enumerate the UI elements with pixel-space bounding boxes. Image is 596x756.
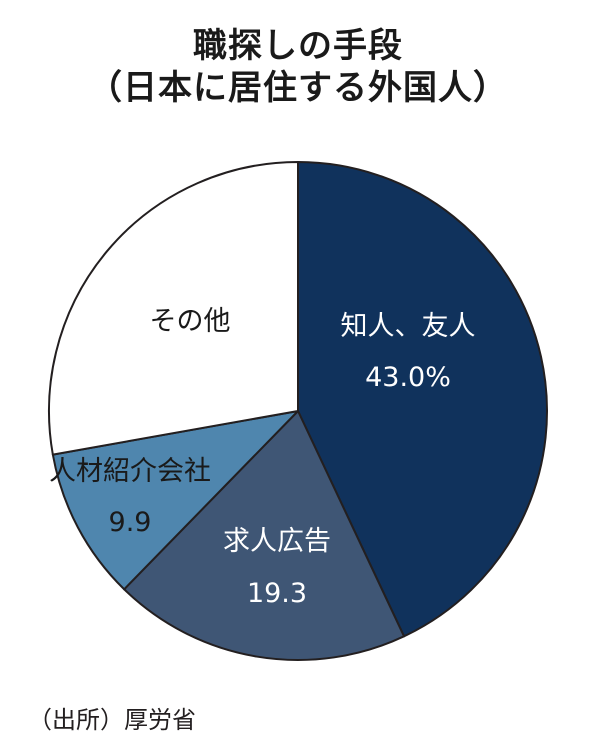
slice-value-label: 43.0% bbox=[365, 362, 451, 393]
chart-title-line2: （日本に居住する外国人） bbox=[88, 68, 508, 108]
slice-value-label: 9.9 bbox=[109, 507, 152, 538]
slice-label: 人材紹介会社 bbox=[49, 456, 211, 487]
pie-slice bbox=[48, 161, 299, 456]
slice-label: その他 bbox=[150, 306, 231, 337]
source-note: （出所）厚労省 bbox=[28, 706, 196, 734]
slice-value-label: 19.3 bbox=[247, 578, 307, 609]
chart-title-line1: 職探しの手段 bbox=[193, 26, 403, 66]
pie-slice bbox=[123, 410, 406, 661]
slice-label: 知人、友人 bbox=[341, 311, 476, 342]
pie-slice bbox=[51, 410, 299, 591]
slice-label: 求人広告 bbox=[223, 526, 331, 557]
pie-slice bbox=[297, 161, 548, 638]
